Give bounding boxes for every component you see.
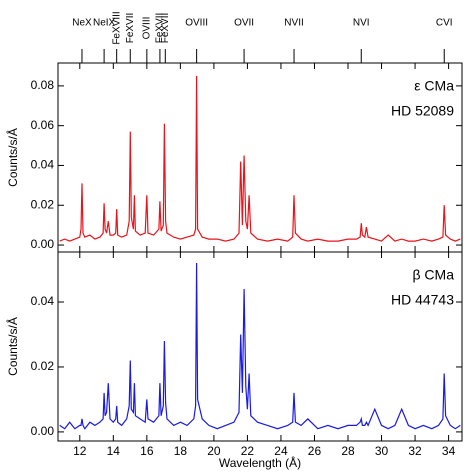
x-tick-label: 20: [207, 444, 221, 458]
line-id-label: NVII: [284, 18, 303, 29]
spectrum-line: [59, 262, 461, 430]
x-tick-label: 16: [140, 444, 154, 458]
x-tick-label: 32: [408, 444, 422, 458]
y-tick-label: 0.02: [31, 197, 55, 211]
annotation: HD 44743: [391, 292, 454, 308]
line-id-label: OVIII: [185, 18, 208, 29]
line-id-label: OVIII: [141, 17, 152, 40]
y-tick-label: 0.04: [31, 294, 55, 308]
x-tick-label: 34: [442, 444, 456, 458]
y-tick-label: 0.06: [31, 118, 55, 132]
annotation: HD 52089: [391, 103, 454, 119]
y-tick-label: 0.00: [31, 237, 55, 251]
x-tick-label: 30: [375, 444, 389, 458]
y-tick-label: 0.08: [31, 78, 55, 92]
line-id-label: NeX: [72, 18, 92, 29]
x-tick-label: 24: [274, 444, 288, 458]
x-tick-label: 22: [241, 444, 255, 458]
plot-frame: [57, 251, 463, 442]
line-id-label: NeIX: [93, 18, 116, 29]
line-id-label: FeXVII: [155, 13, 166, 44]
y-tick-label: 0.00: [31, 424, 55, 438]
x-tick-label: 26: [308, 444, 322, 458]
annotation: β CMa: [412, 267, 454, 283]
spectrum-line: [59, 75, 461, 242]
x-tick-label: 18: [174, 444, 188, 458]
x-tick-label: 14: [107, 444, 121, 458]
x-axis-label: Wavelength (Å): [219, 455, 301, 470]
line-id-label: NVI: [353, 18, 370, 29]
line-id-label: FeXVII: [125, 13, 136, 44]
line-id-label: CVI: [436, 18, 453, 29]
y-axis-label: Counts/s/Å: [5, 128, 20, 187]
line-id-label: FeXVIII: [111, 11, 122, 44]
annotation: ε CMa: [414, 78, 454, 94]
x-tick-label: 28: [341, 444, 355, 458]
plot-frame: [57, 62, 463, 253]
line-id-label: OVII: [234, 18, 254, 29]
y-tick-label: 0.04: [31, 158, 55, 172]
y-axis-label: Counts/s/Å: [5, 317, 20, 376]
line-id-label: FeXVII: [160, 13, 171, 44]
y-tick-label: 0.02: [31, 359, 55, 373]
x-tick-label: 12: [73, 444, 87, 458]
